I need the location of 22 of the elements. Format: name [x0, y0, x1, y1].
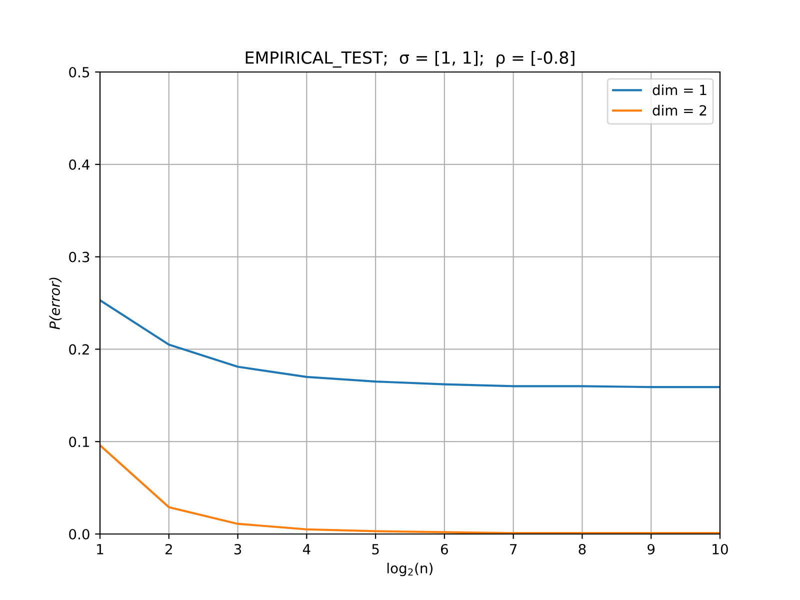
y-tick-label: 0.5: [69, 66, 90, 78]
x-tick-label: 5: [372, 544, 379, 554]
x-tick-label: 9: [648, 544, 655, 554]
x-tick-label: 8: [578, 544, 586, 554]
legend-label: dim = 1: [652, 84, 706, 96]
x-tick-label: 3: [234, 544, 242, 554]
y-tick-label: 0.3: [69, 252, 90, 262]
x-tick-label: 1: [97, 544, 104, 554]
y-tick-label: 0.4: [69, 159, 90, 170]
x-tick-label: 10: [712, 544, 728, 554]
line-series: [100, 299, 720, 388]
x-tick-label: 6: [440, 544, 448, 554]
x-axis-title: log$_{2}$(n): [387, 562, 432, 576]
x-tick-label: 2: [165, 544, 172, 554]
legend-label: dim = 2: [652, 104, 706, 116]
y-tick-label: 0.0: [69, 528, 90, 540]
y-axis-title: P(error): [49, 278, 62, 330]
x-tick-label: 7: [510, 544, 517, 554]
y-tick-label: 0.1: [69, 436, 89, 448]
x-tick-label: 4: [302, 544, 310, 554]
chart-title: EMPIRICAL_TEST; σ = [1, 1]; ρ = [-0.8]: [246, 51, 574, 68]
y-tick-label: 0.2: [69, 344, 89, 355]
